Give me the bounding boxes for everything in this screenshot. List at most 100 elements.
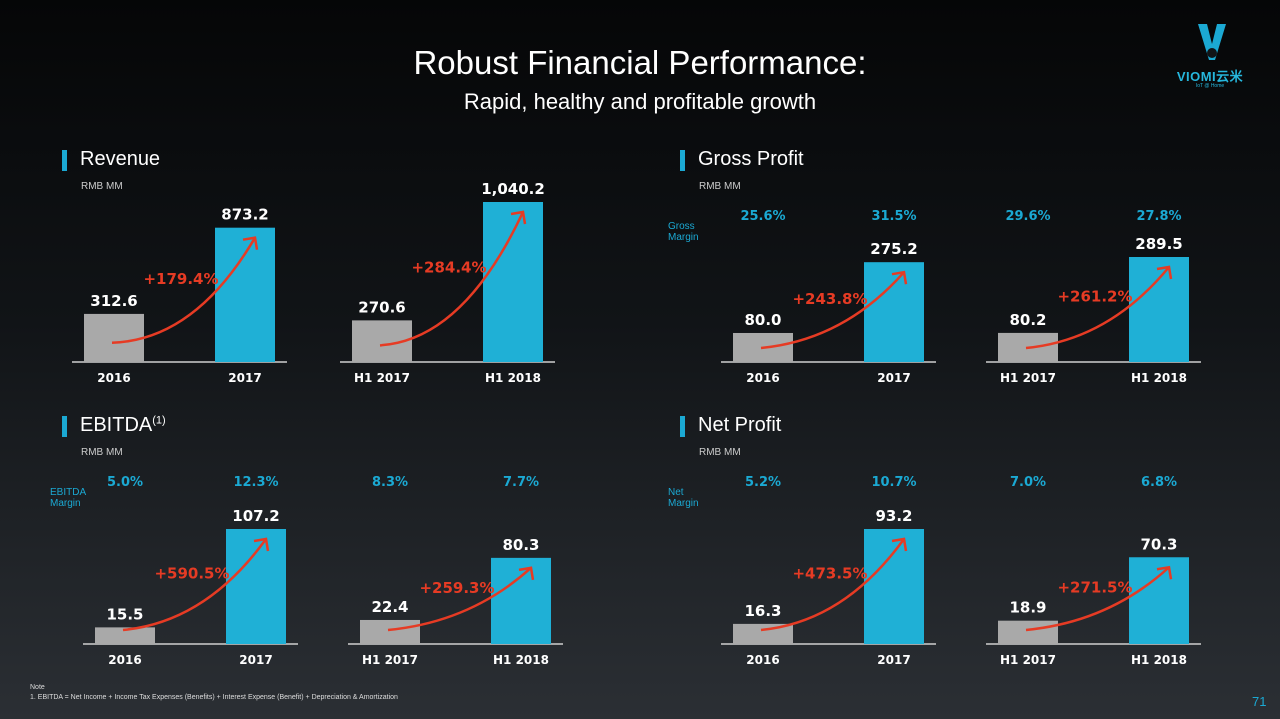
x-tick-label: H1 2017 xyxy=(1000,371,1056,385)
bar xyxy=(864,262,924,362)
panel-title: EBITDA(1) xyxy=(80,414,166,436)
bar xyxy=(215,227,275,362)
x-tick-label: H1 2017 xyxy=(354,371,410,385)
viomi-logo: VIOMI云米 IoT @ Home xyxy=(1160,20,1260,100)
data-label: 15.5 xyxy=(106,605,143,623)
bar xyxy=(491,557,551,644)
x-tick-label: H1 2017 xyxy=(1000,653,1056,667)
data-label: 80.2 xyxy=(1009,311,1046,329)
ebitda-panel: EBITDA(1) RMB MM EBITDA Margin 15.5 2016 5… xyxy=(50,412,662,667)
margin-value: 12.3% xyxy=(233,475,278,490)
x-tick-label: 2016 xyxy=(108,653,141,667)
margin-value: 27.8% xyxy=(1136,209,1181,224)
panel-accent-bar xyxy=(680,416,685,437)
growth-arrow xyxy=(379,211,525,347)
margin-value: 6.8% xyxy=(1141,475,1177,490)
margin-value: 10.7% xyxy=(871,475,916,490)
footnote: Note 1. EBITDA = Net Income + Income Tax… xyxy=(30,683,398,703)
x-tick-label: 2016 xyxy=(746,371,779,385)
margin-value: 5.0% xyxy=(107,475,143,490)
growth-arrow xyxy=(111,237,257,345)
margin-label: Net Margin xyxy=(668,487,699,509)
data-label: 22.4 xyxy=(371,598,408,616)
x-tick-label: 2017 xyxy=(239,653,272,667)
panel-unit: RMB MM xyxy=(699,447,741,458)
x-tick-label: 2016 xyxy=(97,371,130,385)
margin-value: 8.3% xyxy=(372,475,408,490)
bar xyxy=(1129,557,1189,644)
growth-arrowhead xyxy=(518,566,535,581)
gross-profit-panel: Gross Profit RMB MM Gross Margin 80.0 201… xyxy=(668,146,1280,396)
growth-label: +179.4% xyxy=(143,270,218,288)
margin-value: 25.6% xyxy=(740,209,785,224)
data-label: 873.2 xyxy=(221,206,268,224)
data-label: 312.6 xyxy=(90,292,137,310)
panel-unit: RMB MM xyxy=(81,447,123,458)
growth-label: +243.8% xyxy=(792,290,867,308)
margin-value: 31.5% xyxy=(871,209,916,224)
margin-value: 7.7% xyxy=(503,475,539,490)
data-label: 93.2 xyxy=(875,507,912,525)
margin-value: 29.6% xyxy=(1005,209,1050,224)
growth-label: +284.4% xyxy=(411,259,486,277)
growth-arrowhead xyxy=(1156,265,1173,280)
x-tick-label: H1 2018 xyxy=(1131,371,1187,385)
bar xyxy=(226,529,286,644)
panel-accent-bar xyxy=(680,150,685,171)
bar xyxy=(95,627,155,644)
viomi-v-icon xyxy=(1198,24,1226,60)
growth-arrowhead xyxy=(253,537,270,552)
data-label: 107.2 xyxy=(232,507,279,525)
growth-label: +473.5% xyxy=(792,565,867,583)
footnote-heading: Note xyxy=(30,684,45,691)
margin-value: 7.0% xyxy=(1010,475,1046,490)
data-label: 275.2 xyxy=(870,240,917,258)
logo-tagline: IoT @ Home xyxy=(1195,83,1225,89)
data-label: 80.0 xyxy=(744,311,781,329)
x-tick-label: 2017 xyxy=(877,371,910,385)
growth-arrowhead xyxy=(891,270,908,285)
margin-value: 5.2% xyxy=(745,475,781,490)
margin-label: EBITDA Margin xyxy=(50,487,86,509)
data-label: 270.6 xyxy=(358,298,405,316)
data-label: 70.3 xyxy=(1140,535,1177,553)
data-label: 1,040.2 xyxy=(481,180,545,198)
data-label: 80.3 xyxy=(502,536,539,554)
panel-accent-bar xyxy=(62,150,67,171)
data-label: 16.3 xyxy=(744,602,781,620)
growth-arrow xyxy=(1025,566,1170,632)
panel-title: Revenue xyxy=(80,148,161,170)
growth-arrowhead xyxy=(242,236,259,250)
bar xyxy=(998,620,1058,644)
x-tick-label: 2017 xyxy=(228,371,261,385)
x-tick-label: H1 2018 xyxy=(485,371,541,385)
panel-unit: RMB MM xyxy=(699,181,741,192)
net-profit-chart: 16.3 2016 5.2% 93.2 2017 10.7% +473.5% 18.9 H1 2… xyxy=(721,475,1201,667)
net-profit-panel: Net Profit RMB MM Net Margin 16.3 2016 5.2… xyxy=(668,412,1280,667)
growth-label: +259.3% xyxy=(419,579,494,597)
data-label: 289.5 xyxy=(1135,235,1182,253)
growth-label: +590.5% xyxy=(154,565,229,583)
gross-profit-chart: 80.0 2016 25.6% 275.2 2017 31.5% +243.8% 80.2 H1… xyxy=(721,209,1201,385)
logo-wordmark: VIOMI云米 xyxy=(1176,69,1244,84)
bar xyxy=(84,313,144,362)
growth-arrow xyxy=(122,538,268,632)
revenue-chart: 312.6 2016 873.2 2017 +179.4% 270.6 H1 2017 1,0… xyxy=(72,180,555,385)
growth-arrow xyxy=(1025,266,1170,350)
growth-arrow xyxy=(760,271,905,350)
bar xyxy=(483,202,543,362)
x-tick-label: H1 2018 xyxy=(1131,653,1187,667)
growth-arrow xyxy=(760,538,906,632)
bar xyxy=(733,623,793,644)
x-tick-label: 2016 xyxy=(746,653,779,667)
growth-label: +271.5% xyxy=(1057,579,1132,597)
growth-arrowhead xyxy=(510,210,527,225)
page-number: 71 xyxy=(1252,694,1267,709)
footnote-text: 1. EBITDA = Net Income + Income Tax Expe… xyxy=(30,694,398,701)
panel-title: Net Profit xyxy=(698,414,782,436)
page-title: Robust Financial Performance: xyxy=(413,44,867,81)
ebitda-chart: 15.5 2016 5.0% 107.2 2017 12.3% +590.5% 22.4 H1 … xyxy=(83,475,563,667)
panel-unit: RMB MM xyxy=(81,181,123,192)
bar xyxy=(1129,257,1189,362)
revenue-panel: Revenue RMB MM 312.6 2016 873.2 2017 +179.4%… xyxy=(62,146,662,396)
